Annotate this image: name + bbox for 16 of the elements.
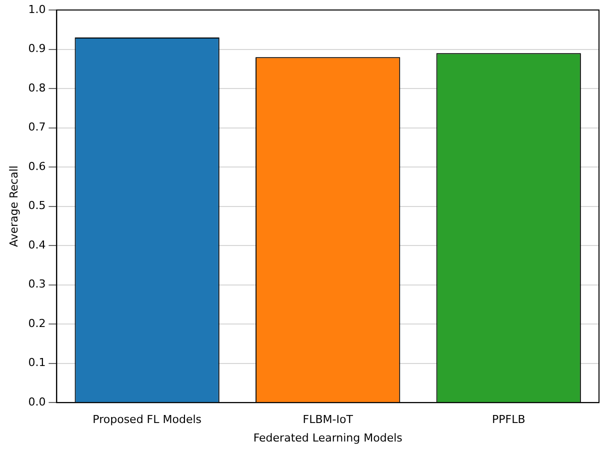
y-tick-label: 0.3 xyxy=(28,278,46,291)
y-tick-label: 0.0 xyxy=(28,395,46,408)
y-axis-title: Average Recall xyxy=(7,166,20,248)
y-tick-label: 0.8 xyxy=(28,81,46,94)
x-tick-label: Proposed FL Models xyxy=(92,413,202,426)
y-tick-label: 0.1 xyxy=(28,356,46,370)
x-axis-title: Federated Learning Models xyxy=(253,431,403,444)
y-tick-label: 0.9 xyxy=(28,42,46,56)
x-tick-label: PPFLB xyxy=(492,413,526,426)
y-tick-label: 0.7 xyxy=(28,120,46,134)
y-tick-label: 0.5 xyxy=(28,199,46,212)
y-tick-label: 0.2 xyxy=(28,316,46,330)
y-tick-label: 0.6 xyxy=(28,160,46,173)
x-tick-label: FLBM-IoT xyxy=(302,413,354,426)
y-tick-label: 1.0 xyxy=(28,2,46,16)
y-tick-label: 0.4 xyxy=(28,238,46,252)
